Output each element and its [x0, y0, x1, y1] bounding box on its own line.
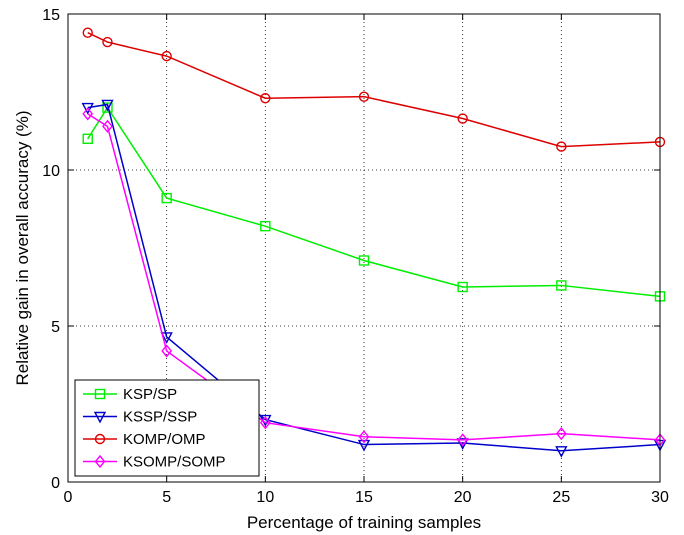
legend-item: KOMP/OMP: [83, 431, 206, 448]
data-point: [358, 255, 370, 266]
legend-marker: [93, 411, 107, 424]
data-point: [555, 427, 567, 441]
series-layer: [81, 27, 667, 458]
series-ksomp-somp: [82, 107, 666, 447]
data-point: [457, 433, 469, 447]
y-tick-label: 10: [42, 163, 60, 180]
data-point: [358, 91, 370, 102]
data-point: [260, 93, 271, 104]
data-point: [82, 133, 93, 145]
legend-marker: [94, 433, 106, 445]
x-axis-label: Percentage of training samples: [247, 513, 481, 532]
x-tick-label: 15: [355, 489, 373, 506]
legend-label: KOMP/OMP: [123, 431, 206, 448]
data-point: [556, 280, 567, 291]
data-point: [457, 113, 468, 124]
axis-ticks: 0 5 10 15 20 25 30 0 5 10 15: [42, 7, 669, 506]
legend-item: KSOMP/SOMP: [83, 454, 226, 471]
legend-marker: [94, 454, 106, 469]
x-tick-label: 20: [454, 489, 472, 506]
data-point: [160, 332, 173, 344]
legend-item: KSSP/SSP: [83, 409, 197, 426]
y-tick-label: 15: [42, 7, 60, 24]
data-point: [82, 27, 93, 38]
legend-label: KSOMP/SOMP: [123, 454, 226, 471]
series-line: [87, 113, 661, 441]
data-point: [161, 344, 173, 358]
data-point: [456, 438, 469, 451]
legend: KSP/SP KSSP/SSP KOMP/OMP KSOMP/SOMP: [74, 379, 260, 477]
legend-label: KSP/SP: [123, 386, 177, 403]
data-point: [82, 107, 94, 121]
x-tick-label: 25: [552, 489, 570, 506]
data-point: [102, 102, 113, 113]
grid-lines: [68, 14, 660, 482]
series-ksp-sp: [82, 102, 666, 302]
series-komp-omp: [82, 27, 666, 152]
series-line: [87, 103, 661, 452]
x-tick-label: 0: [64, 489, 73, 506]
legend-box: [74, 379, 260, 477]
data-point: [102, 119, 113, 133]
y-tick-label: 5: [51, 319, 60, 336]
data-point: [102, 36, 113, 48]
data-point: [161, 192, 172, 204]
data-point: [260, 220, 271, 232]
legend-marker: [94, 388, 106, 400]
data-point: [556, 141, 567, 152]
data-point: [358, 430, 370, 444]
x-tick-label: 30: [651, 489, 669, 506]
y-tick-label: 0: [51, 475, 60, 492]
legend-item: KSP/SP: [83, 386, 177, 403]
data-point: [161, 50, 172, 62]
x-tick-label: 5: [162, 489, 171, 506]
data-point: [81, 102, 94, 115]
legend-label: KSSP/SSP: [123, 409, 197, 426]
data-point: [357, 439, 371, 452]
series-line: [87, 32, 661, 148]
data-point: [259, 416, 271, 430]
data-point: [555, 446, 568, 458]
data-point: [457, 281, 468, 293]
x-tick-label: 10: [256, 489, 274, 506]
series-line: [87, 106, 661, 298]
y-axis-label: Relative gain in overall accuracy (%): [13, 111, 32, 386]
data-point: [101, 99, 114, 112]
